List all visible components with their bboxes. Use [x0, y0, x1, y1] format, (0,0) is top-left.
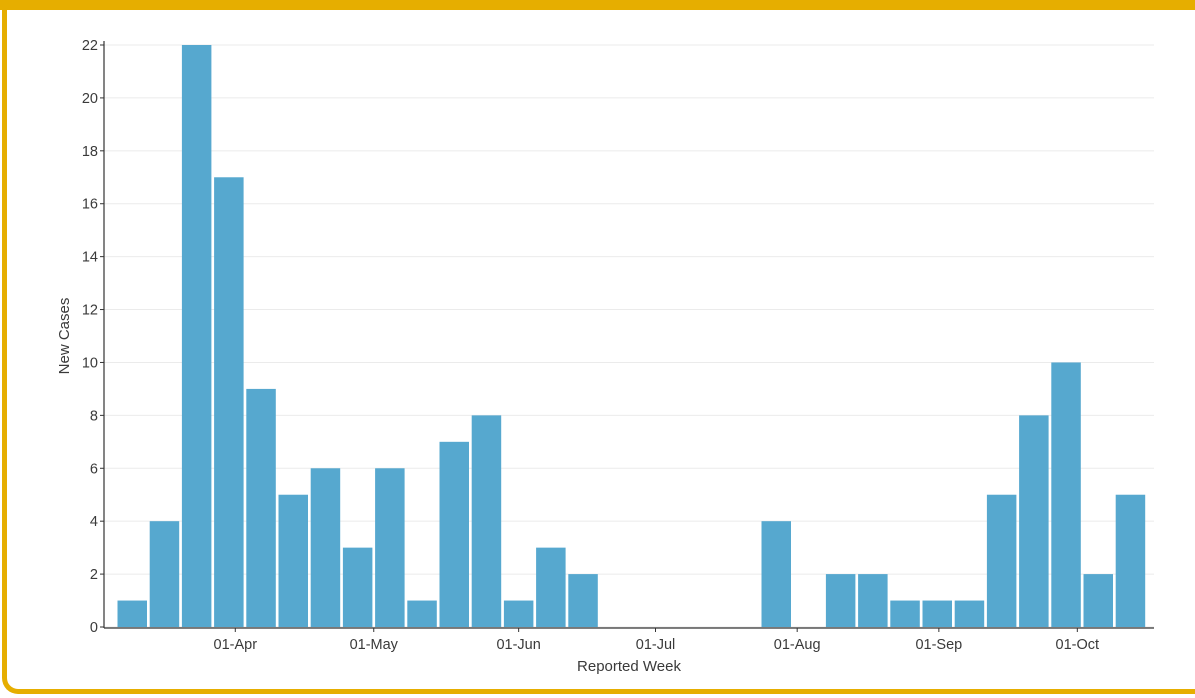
y-tick-label: 22 [82, 38, 98, 54]
axes [100, 41, 1154, 632]
x-tick-label: 01-Apr [214, 637, 258, 653]
x-tick-labels: 01-Apr 01-May 01-Jun 01-Jul 01-Aug 01-Sep 01-O… [214, 637, 1100, 653]
y-tick-label: 20 [82, 91, 98, 107]
bar [986, 494, 1017, 627]
bar [503, 600, 534, 627]
bar [149, 521, 180, 627]
bar [181, 45, 212, 627]
y-tick-label: 0 [90, 620, 98, 636]
bar [1115, 494, 1146, 627]
bar [117, 600, 147, 627]
bar [246, 388, 276, 627]
chart-panel [2, 4, 1195, 694]
bar [407, 600, 437, 627]
y-tick-label: 18 [82, 144, 98, 160]
y-tick-label: 6 [90, 461, 98, 477]
y-tick-label: 12 [82, 303, 98, 319]
bar [1083, 574, 1113, 627]
x-axis-title: Reported Week [577, 658, 681, 675]
bar [954, 600, 985, 627]
bar [568, 574, 598, 627]
y-tick-labels: 0 2 4 6 8 10 12 14 16 18 20 22 [82, 38, 98, 636]
bar [922, 600, 952, 627]
y-tick-label: 2 [90, 567, 98, 583]
y-tick-label: 14 [82, 250, 98, 266]
bar [214, 177, 244, 628]
y-tick-label: 10 [82, 355, 98, 371]
bar [890, 600, 920, 627]
x-tick-label: 01-Jun [496, 637, 540, 653]
bar [471, 415, 502, 627]
x-tick-label: 01-May [350, 637, 399, 653]
y-tick-label: 16 [82, 197, 98, 213]
bar [375, 468, 405, 627]
bar [825, 574, 856, 627]
x-tick-label: 01-Oct [1056, 637, 1100, 653]
x-tick-label: 01-Jul [636, 637, 676, 653]
bar [1019, 415, 1049, 627]
x-tick-label: 01-Aug [774, 637, 821, 653]
header-band [0, 0, 1195, 10]
y-tick-label: 8 [90, 408, 98, 424]
bar [536, 547, 566, 627]
bar [278, 494, 308, 627]
bar [439, 441, 469, 627]
bar [342, 547, 373, 627]
bar [858, 574, 888, 627]
bars [117, 45, 1146, 628]
bar [310, 468, 341, 627]
y-tick-label: 4 [90, 514, 98, 530]
y-axis-title: New Cases [56, 298, 73, 375]
bar [1051, 362, 1081, 627]
x-tick-label: 01-Sep [915, 637, 962, 653]
bar [761, 521, 791, 627]
